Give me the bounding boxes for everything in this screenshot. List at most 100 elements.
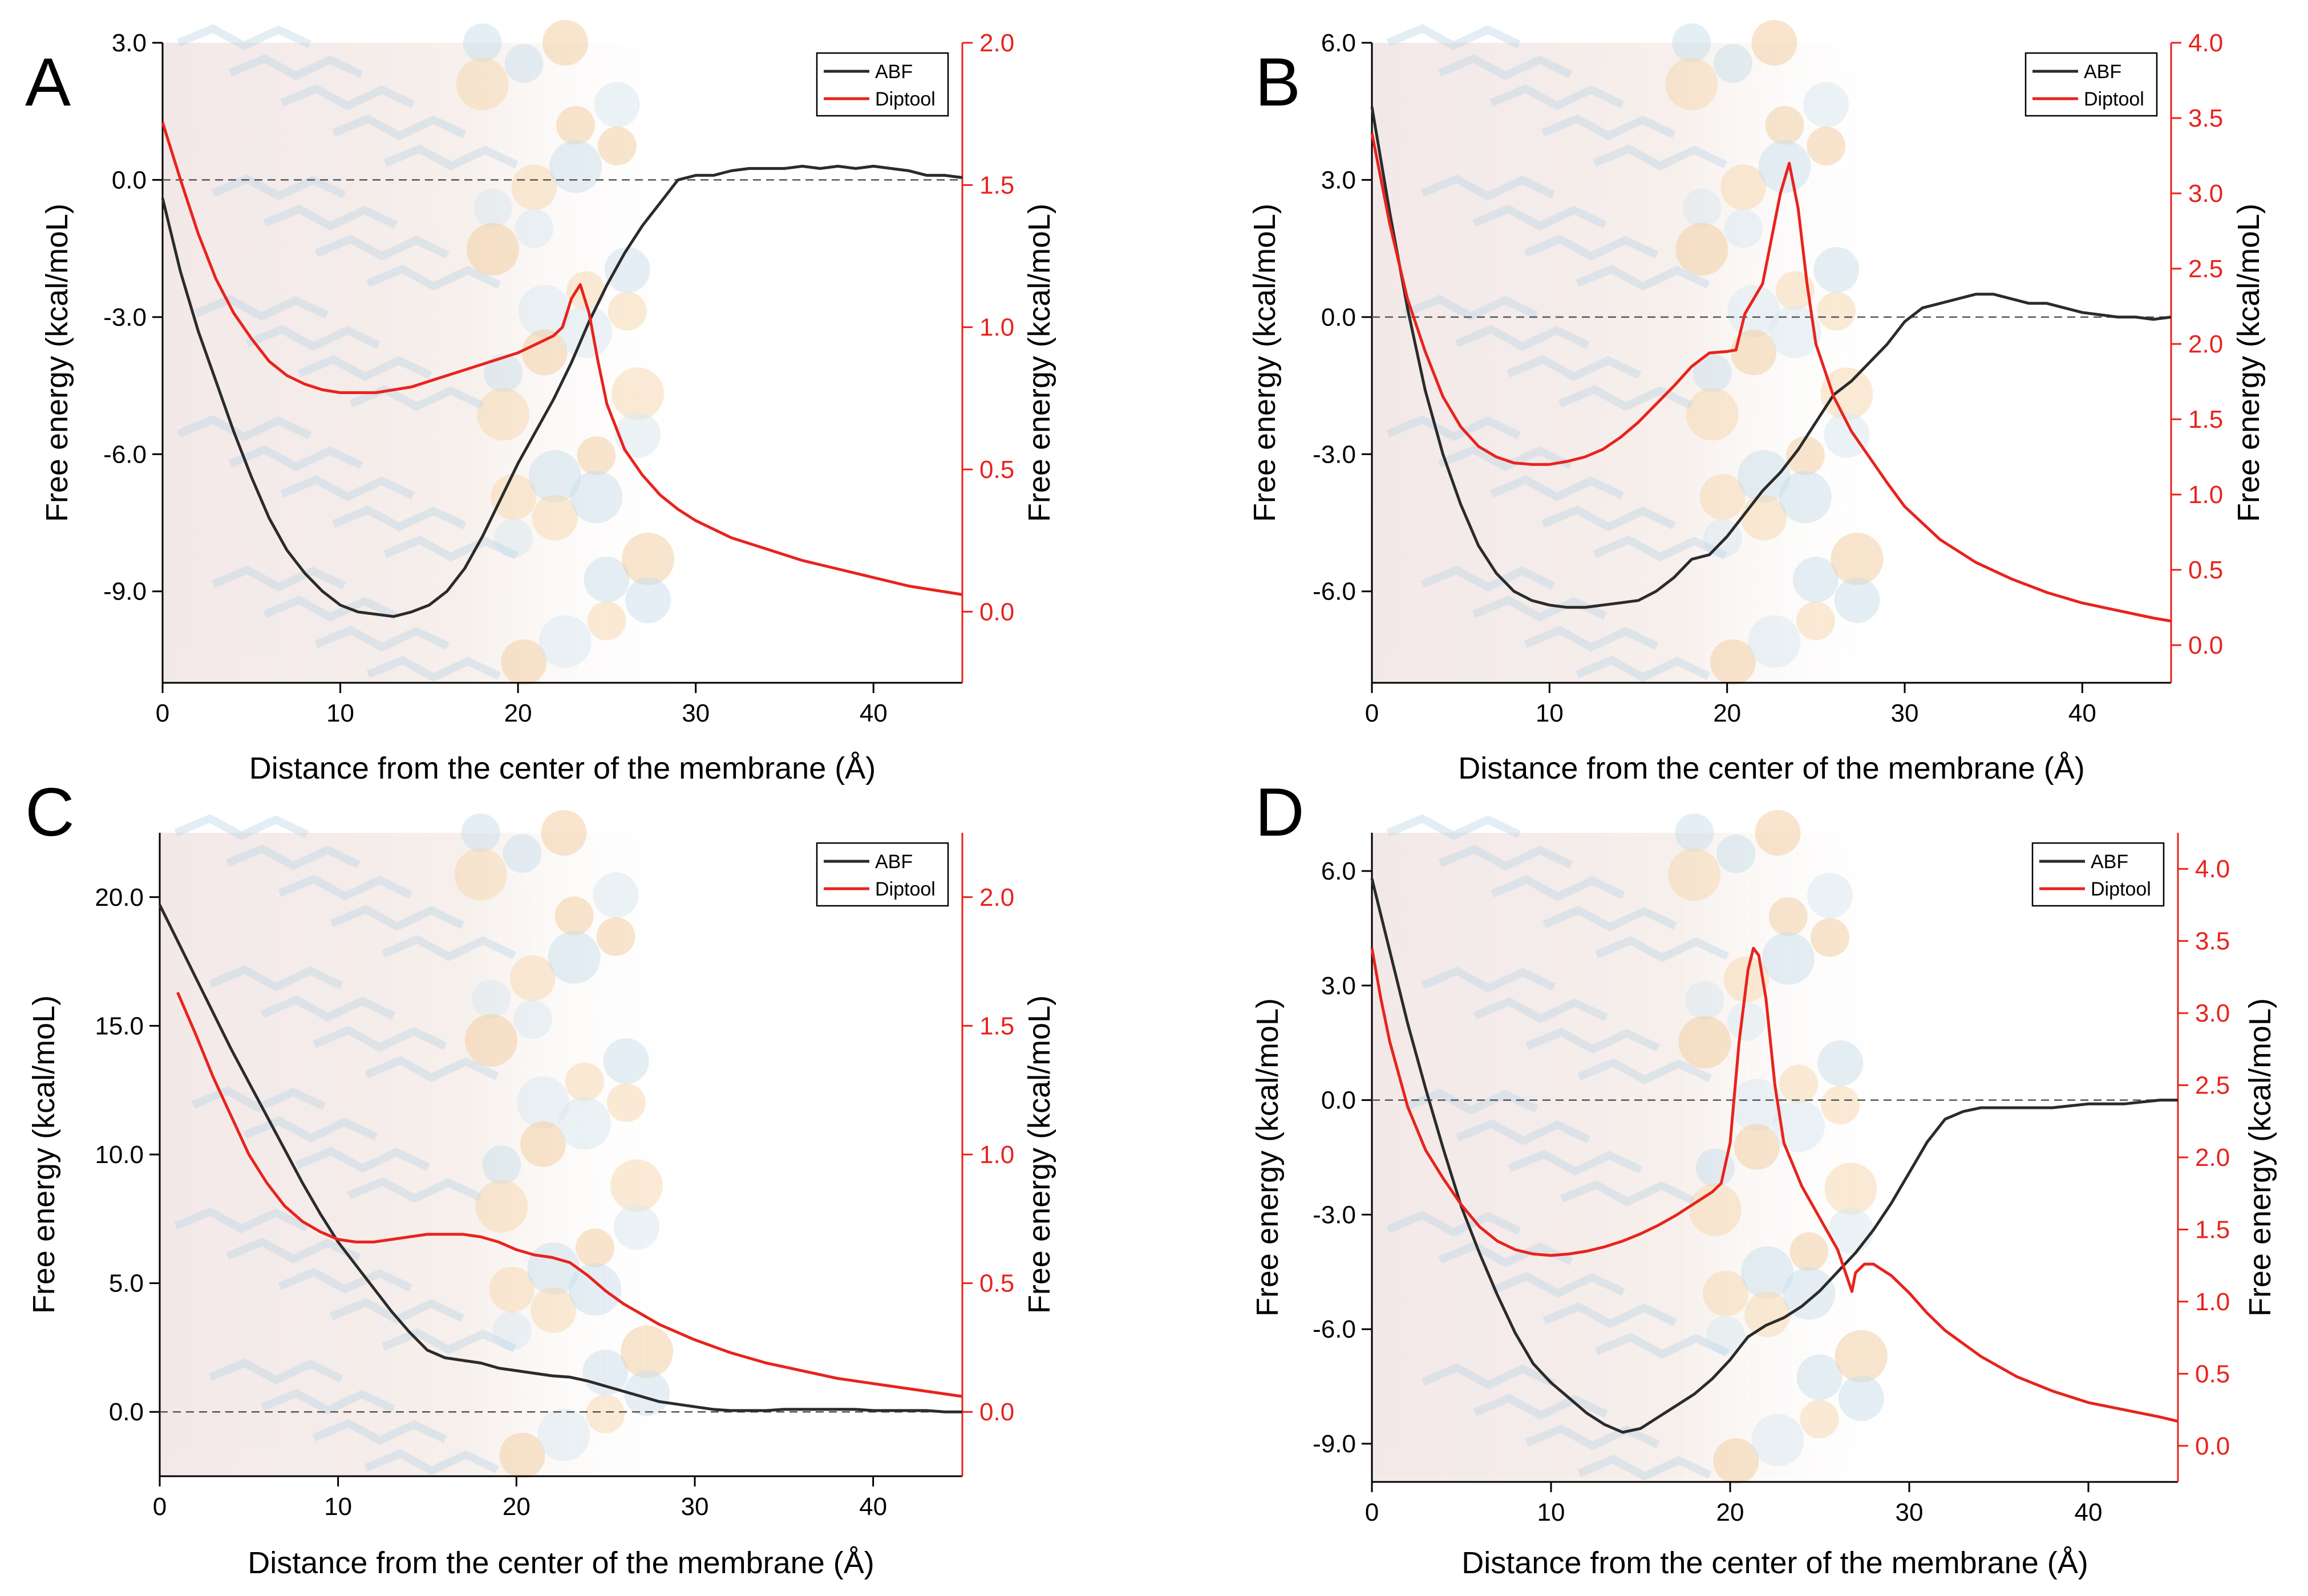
y-left-tick-label: -6.0 [103, 440, 147, 468]
lipid-head-sphere [610, 1159, 663, 1212]
lipid-head-sphere [494, 519, 533, 558]
legend-label: Diptool [2091, 878, 2151, 900]
y-right-axis-title: Free energy (kcal/moL) [1022, 204, 1056, 522]
lipid-tail-stroke [260, 995, 395, 1022]
lipid-head-sphere [1710, 639, 1756, 685]
y-right-tick-label: 4.0 [2195, 855, 2230, 883]
membrane-illustration [160, 810, 706, 1478]
lipid-head-sphere [1731, 329, 1777, 375]
lipid-head-sphere [520, 1121, 566, 1167]
lipid-head-sphere [454, 848, 507, 901]
lipid-head-sphere [1738, 450, 1791, 503]
y-right-tick-label: 1.5 [2188, 406, 2223, 434]
lipid-head-sphere [1817, 1040, 1864, 1086]
y-left-tick-label: 20.0 [95, 884, 144, 912]
panel-B: 0 10 20 30 40 6.0 3.0 0.0 -3.0 -6.0 4.0 3.5 3.0 2.5 2.… [1248, 20, 2266, 785]
lipid-tail-stroke [366, 265, 501, 291]
lipid-head-sphere [558, 1097, 611, 1150]
y-left-tick-label: 5.0 [109, 1270, 144, 1298]
lipid-head-sphere [604, 247, 650, 293]
lipid-head-sphere [608, 291, 647, 331]
x-tick-label: 10 [1536, 699, 1564, 727]
legend-label: Diptool [2084, 88, 2144, 110]
lipid-head-sphere [511, 164, 557, 210]
lipid-head-sphere [1821, 1085, 1860, 1125]
y-right-tick-label: 1.0 [979, 314, 1014, 342]
x-tick-label: 30 [682, 699, 710, 727]
lipid-head-sphere [584, 557, 630, 603]
y-right-tick-label: 4.0 [2188, 29, 2223, 57]
y-right-tick-label: 2.5 [2188, 255, 2223, 283]
y-left-tick-label: 0.0 [112, 166, 147, 194]
x-axis-title: Distance from the center of the membrane… [1458, 751, 2084, 785]
lipid-head-sphere [1665, 58, 1718, 111]
lipid-tail-stroke [209, 1358, 343, 1385]
panel-label: C [25, 774, 75, 850]
y-left-tick-label: -6.0 [1313, 578, 1356, 606]
y-right-tick-label: 1.0 [979, 1141, 1014, 1169]
y-left-tick-label: 10.0 [95, 1141, 144, 1169]
lipid-tail-stroke [1507, 355, 1642, 381]
lipid-tail-stroke [314, 625, 450, 652]
lipid-tail-stroke [312, 1026, 447, 1052]
lipid-head-sphere [1727, 1002, 1766, 1041]
lipid-tail-stroke [1541, 114, 1676, 141]
lipid-head-sphere [521, 329, 568, 375]
lipid-tail-stroke [1456, 1119, 1590, 1145]
y-right-tick-label: 0.5 [2188, 556, 2223, 584]
lipid-head-sphere [1789, 1232, 1829, 1271]
membrane-bg [160, 833, 706, 1476]
x-tick-label: 40 [860, 699, 888, 727]
panel-A: 0 10 20 30 40 3.0 0.0 -3.0 -6.0 -9.0 2.0 1.5 1.0 0.5 0… [25, 20, 1056, 785]
lipid-head-sphere [1741, 1246, 1794, 1299]
lipid-head-sphere [593, 872, 639, 918]
x-tick-label: 10 [324, 1493, 352, 1521]
series-line-diptool [1370, 132, 2172, 623]
lipid-head-sphere [1686, 388, 1739, 441]
lipid-head-sphere [1834, 577, 1880, 623]
lipid-tail-stroke [174, 1207, 309, 1234]
lipid-head-sphere [1779, 1064, 1819, 1104]
lipid-tail-stroke [228, 445, 363, 472]
lipid-head-sphere [549, 140, 602, 193]
membrane-bg [163, 43, 707, 683]
lipid-head-sphere [1678, 1016, 1731, 1069]
lipid-head-sphere [1713, 44, 1752, 83]
lipid-tail-stroke [1593, 535, 1728, 562]
y-right-tick-label: 2.0 [2188, 330, 2223, 358]
lipid-head-sphere [1772, 1099, 1825, 1152]
lipid-tail-stroke [209, 965, 343, 991]
lipid-tail-stroke [1420, 565, 1556, 592]
lipid-tail-stroke [1525, 1027, 1660, 1054]
lipid-head-sphere [1716, 834, 1756, 873]
lipid-head-sphere [569, 1263, 622, 1316]
lipid-head-sphere [597, 126, 637, 165]
lipid-head-sphere [1706, 1316, 1746, 1355]
lipid-head-sphere [1755, 810, 1801, 856]
lipid-tail-stroke [382, 1328, 516, 1355]
lipid-head-sphere [606, 1083, 646, 1123]
lipid-head-sphere [1824, 412, 1870, 458]
lipid-head-sphere [625, 577, 671, 623]
x-axis-title: Distance from the center of the membrane… [1461, 1546, 2088, 1580]
lipid-tail-stroke [1489, 475, 1625, 501]
series-line-diptool [176, 991, 963, 1398]
lipid-tail-stroke [382, 935, 516, 961]
lipid-head-sphere [594, 82, 640, 128]
lipid-head-sphere [1831, 532, 1884, 585]
lipid-tail-stroke [330, 905, 464, 931]
panel-label: D [1255, 774, 1305, 850]
y-right-tick-label: 3.5 [2195, 927, 2230, 955]
lipid-tail-stroke [211, 565, 346, 592]
lipid-head-sphere [1695, 1148, 1735, 1188]
lipid-head-sphere [515, 209, 554, 248]
lipid-tail-stroke [246, 325, 380, 351]
y-left-tick-label: -9.0 [1313, 1430, 1356, 1458]
lipid-head-sphere [465, 1014, 518, 1067]
lipid-head-sphere [1727, 285, 1780, 338]
y-left-tick-label: 3.0 [112, 29, 147, 57]
lipid-head-sphere [1668, 848, 1721, 901]
lipid-tail-stroke [1421, 1363, 1556, 1390]
legend-label: ABF [2091, 851, 2128, 873]
lipid-head-sphere [1810, 918, 1849, 957]
